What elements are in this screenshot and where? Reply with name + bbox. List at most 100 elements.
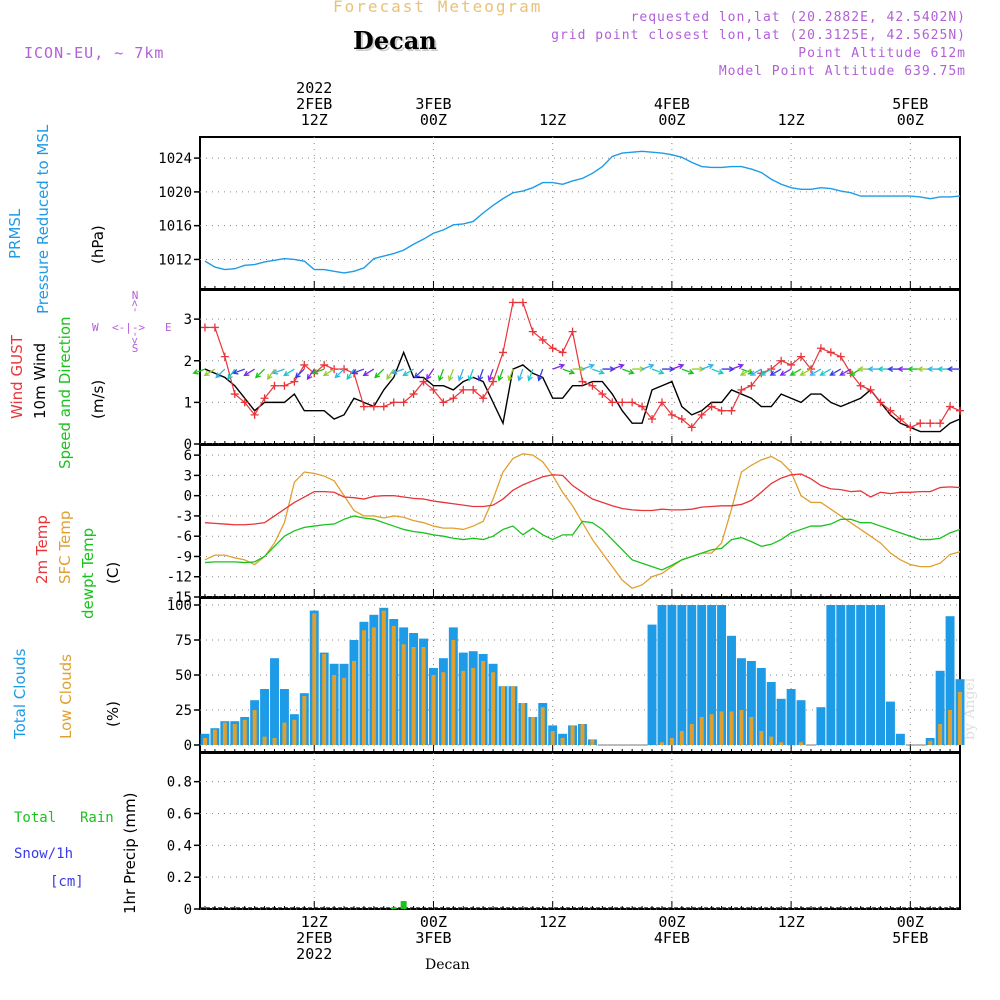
low-cloud-bar	[560, 738, 565, 745]
gust-marker	[876, 398, 885, 407]
low-cloud-bar	[570, 725, 575, 745]
wind-arrow	[759, 368, 772, 376]
y-tick-label: 0	[184, 902, 192, 918]
total-cloud-bar	[687, 605, 697, 745]
gust-marker	[657, 398, 666, 407]
time-label: 12Z	[300, 913, 328, 931]
gust-marker	[260, 394, 269, 403]
total-cloud-bar	[736, 658, 746, 745]
gust-marker	[618, 398, 627, 407]
low-cloud-bar	[302, 696, 307, 745]
low-cloud-bar	[501, 686, 505, 745]
wind-arrow	[799, 368, 812, 376]
wind-arrow	[227, 368, 236, 381]
model-altitude: Model Point Altitude 639.75m	[718, 64, 966, 79]
time-label: 4FEB	[653, 95, 690, 113]
total-cloud-bar	[866, 605, 876, 745]
dewpt-line	[204, 515, 961, 571]
gust-marker	[230, 390, 239, 399]
wind-arrow	[351, 368, 365, 375]
y-tick-label: 50	[175, 668, 192, 684]
gust-marker	[528, 327, 537, 336]
gust-marker	[499, 348, 508, 357]
time-label: 00Z	[658, 111, 686, 129]
gust-marker	[667, 410, 676, 419]
time-label: 12Z	[300, 111, 328, 129]
wind-arrow	[497, 368, 504, 382]
wind-arrow	[271, 368, 285, 375]
gust-marker	[737, 385, 746, 394]
wind-arrow	[592, 368, 605, 375]
wind-arrow	[374, 368, 385, 379]
total-cloud-bar	[260, 689, 270, 745]
low-cloud-bar	[332, 675, 337, 745]
gust-marker	[797, 352, 806, 361]
gust-marker	[747, 381, 756, 390]
gust-line	[204, 301, 961, 429]
low-cloud-bar	[232, 724, 237, 745]
low-cloud-bar	[381, 610, 386, 745]
t2m-line	[204, 473, 961, 526]
low-cloud-bar	[928, 740, 933, 745]
total-cloud-bar	[895, 733, 905, 745]
gust-marker	[777, 356, 786, 365]
gust-marker	[677, 415, 686, 424]
total-cloud-bar	[667, 605, 677, 745]
gust-marker	[826, 348, 835, 357]
low-cloud-bar	[481, 661, 486, 745]
wind-arrow	[243, 368, 255, 377]
total-cloud-bar	[279, 689, 289, 745]
low-cloud-bar	[659, 742, 664, 745]
total-cloud-bar	[945, 616, 955, 745]
wind-arrow	[437, 368, 445, 382]
gust-marker	[548, 344, 557, 353]
wind-arrow	[517, 368, 524, 382]
low-cloud-bar	[272, 738, 277, 745]
wind-arrow	[311, 368, 325, 375]
time-label: 00Z	[896, 913, 924, 931]
gust-marker	[787, 360, 796, 369]
low-cloud-bar	[669, 738, 674, 745]
low-cloud-bar	[759, 731, 764, 745]
gust-marker	[538, 335, 547, 344]
low-cloud-bar	[391, 626, 396, 745]
total-cloud-bar	[856, 605, 866, 745]
total-cloud-bar	[786, 689, 796, 745]
time-label: 3FEB	[415, 95, 452, 113]
rain-bar	[390, 907, 397, 909]
low-cloud-bar	[401, 644, 406, 745]
wind-arrow	[621, 368, 635, 375]
wind-arrow	[447, 368, 454, 382]
location-title: Decan	[353, 26, 437, 55]
low-cloud-bar	[719, 711, 724, 745]
gust-marker	[687, 423, 696, 432]
gust-marker	[727, 406, 736, 415]
y-tick-label: 1020	[158, 185, 192, 201]
gust-marker	[479, 394, 488, 403]
wind-arrow	[809, 368, 822, 376]
total-cloud-bar	[776, 698, 786, 745]
y-tick-label: -15	[167, 590, 192, 606]
low-cloud-bar	[689, 724, 694, 745]
gust-marker	[429, 385, 438, 394]
gust-marker	[956, 406, 964, 415]
low-cloud-bar	[580, 724, 585, 745]
low-cloud-bar	[461, 670, 466, 745]
wind-arrow	[779, 368, 792, 376]
wind-arrow	[507, 368, 514, 382]
gust-marker	[469, 385, 478, 394]
total-cloud-bar	[717, 605, 727, 745]
gust-marker	[300, 360, 309, 369]
low-cloud-bar	[709, 714, 714, 745]
total-cloud-bar	[270, 658, 279, 745]
time-label: 12Z	[539, 913, 567, 931]
wind-arrow	[612, 363, 625, 370]
wind-arrow	[283, 368, 295, 377]
wind-arrow	[527, 368, 534, 382]
total-cloud-bar	[885, 701, 895, 745]
wind-arrow	[839, 368, 852, 376]
grid-point-coords: grid point closest lon,lat (20.3125E, 42…	[551, 28, 966, 43]
time-label: 5FEB	[892, 929, 929, 947]
gust-marker	[240, 398, 249, 407]
y-tick-label: 0.4	[167, 838, 192, 854]
